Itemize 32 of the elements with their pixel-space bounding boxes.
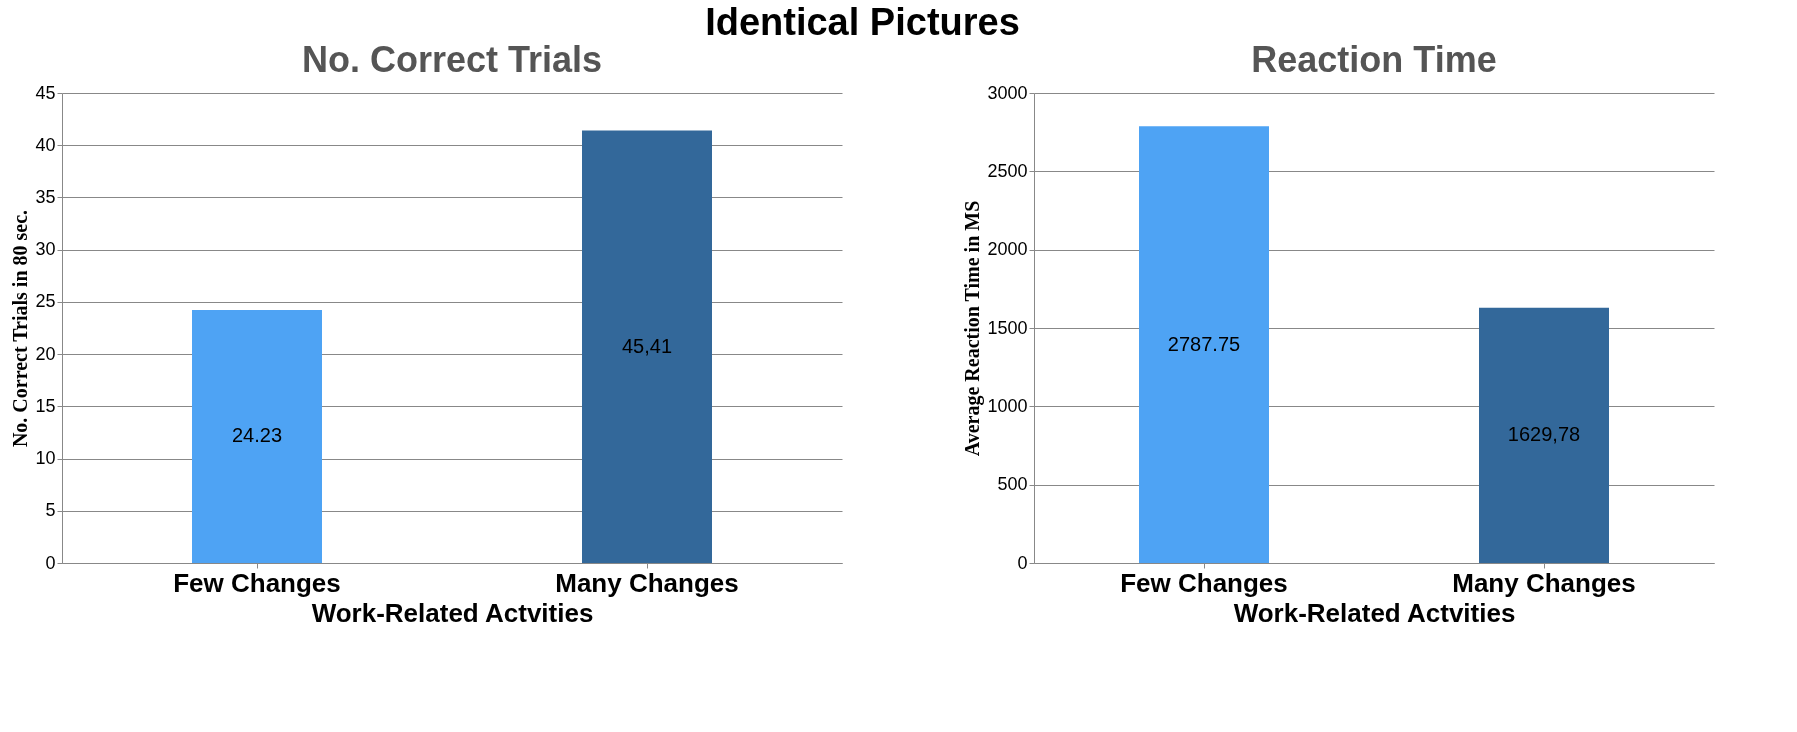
y-tick-label: 0: [45, 552, 56, 573]
y-tick-label: 30: [35, 239, 56, 260]
y-tick-label: 5: [45, 500, 56, 521]
x-tick-label: Few Changes: [1120, 567, 1288, 598]
x-tick-label: Few Changes: [173, 567, 341, 598]
x-tick-label: Many Changes: [1452, 567, 1636, 598]
x-axis-title: Work-Related Actvities: [1233, 597, 1516, 628]
y-tick-label: 25: [35, 291, 56, 312]
data-label: 1629,78: [1507, 423, 1581, 446]
y-tick-label: 15: [35, 395, 56, 416]
x-axis-title: Work-Related Actvities: [311, 597, 594, 628]
y-tick-label: 35: [35, 186, 56, 207]
chart-title: No. Correct Trials: [301, 39, 603, 80]
chart-title: Reaction Time: [1251, 39, 1497, 80]
y-tick-label: 2500: [987, 160, 1028, 181]
y-tick-label: 1500: [987, 317, 1028, 338]
y-tick-label: 40: [35, 134, 56, 155]
y-axis-title: No. Correct Trials in 80 sec.: [9, 209, 32, 448]
y-axis-title: Average Reaction Time in MS: [961, 200, 985, 457]
y-tick-label: 0: [1017, 552, 1028, 573]
data-label: 24.23: [231, 424, 283, 447]
text: Identical Pictures: [705, 1, 1020, 43]
annotation: 45,41: [621, 334, 673, 357]
y-tick-label: 3000: [987, 82, 1028, 103]
x-tick-label: Many Changes: [555, 567, 739, 598]
y-tick-label: 2000: [987, 239, 1028, 260]
y-tick-label: 20: [35, 343, 56, 364]
y-tick-label: 1000: [987, 395, 1028, 416]
y-tick-label: 10: [35, 448, 56, 469]
y-tick-label: 500: [997, 474, 1028, 495]
y-tick-label: 45: [35, 82, 56, 103]
data-label: 2787.75: [1167, 332, 1241, 355]
